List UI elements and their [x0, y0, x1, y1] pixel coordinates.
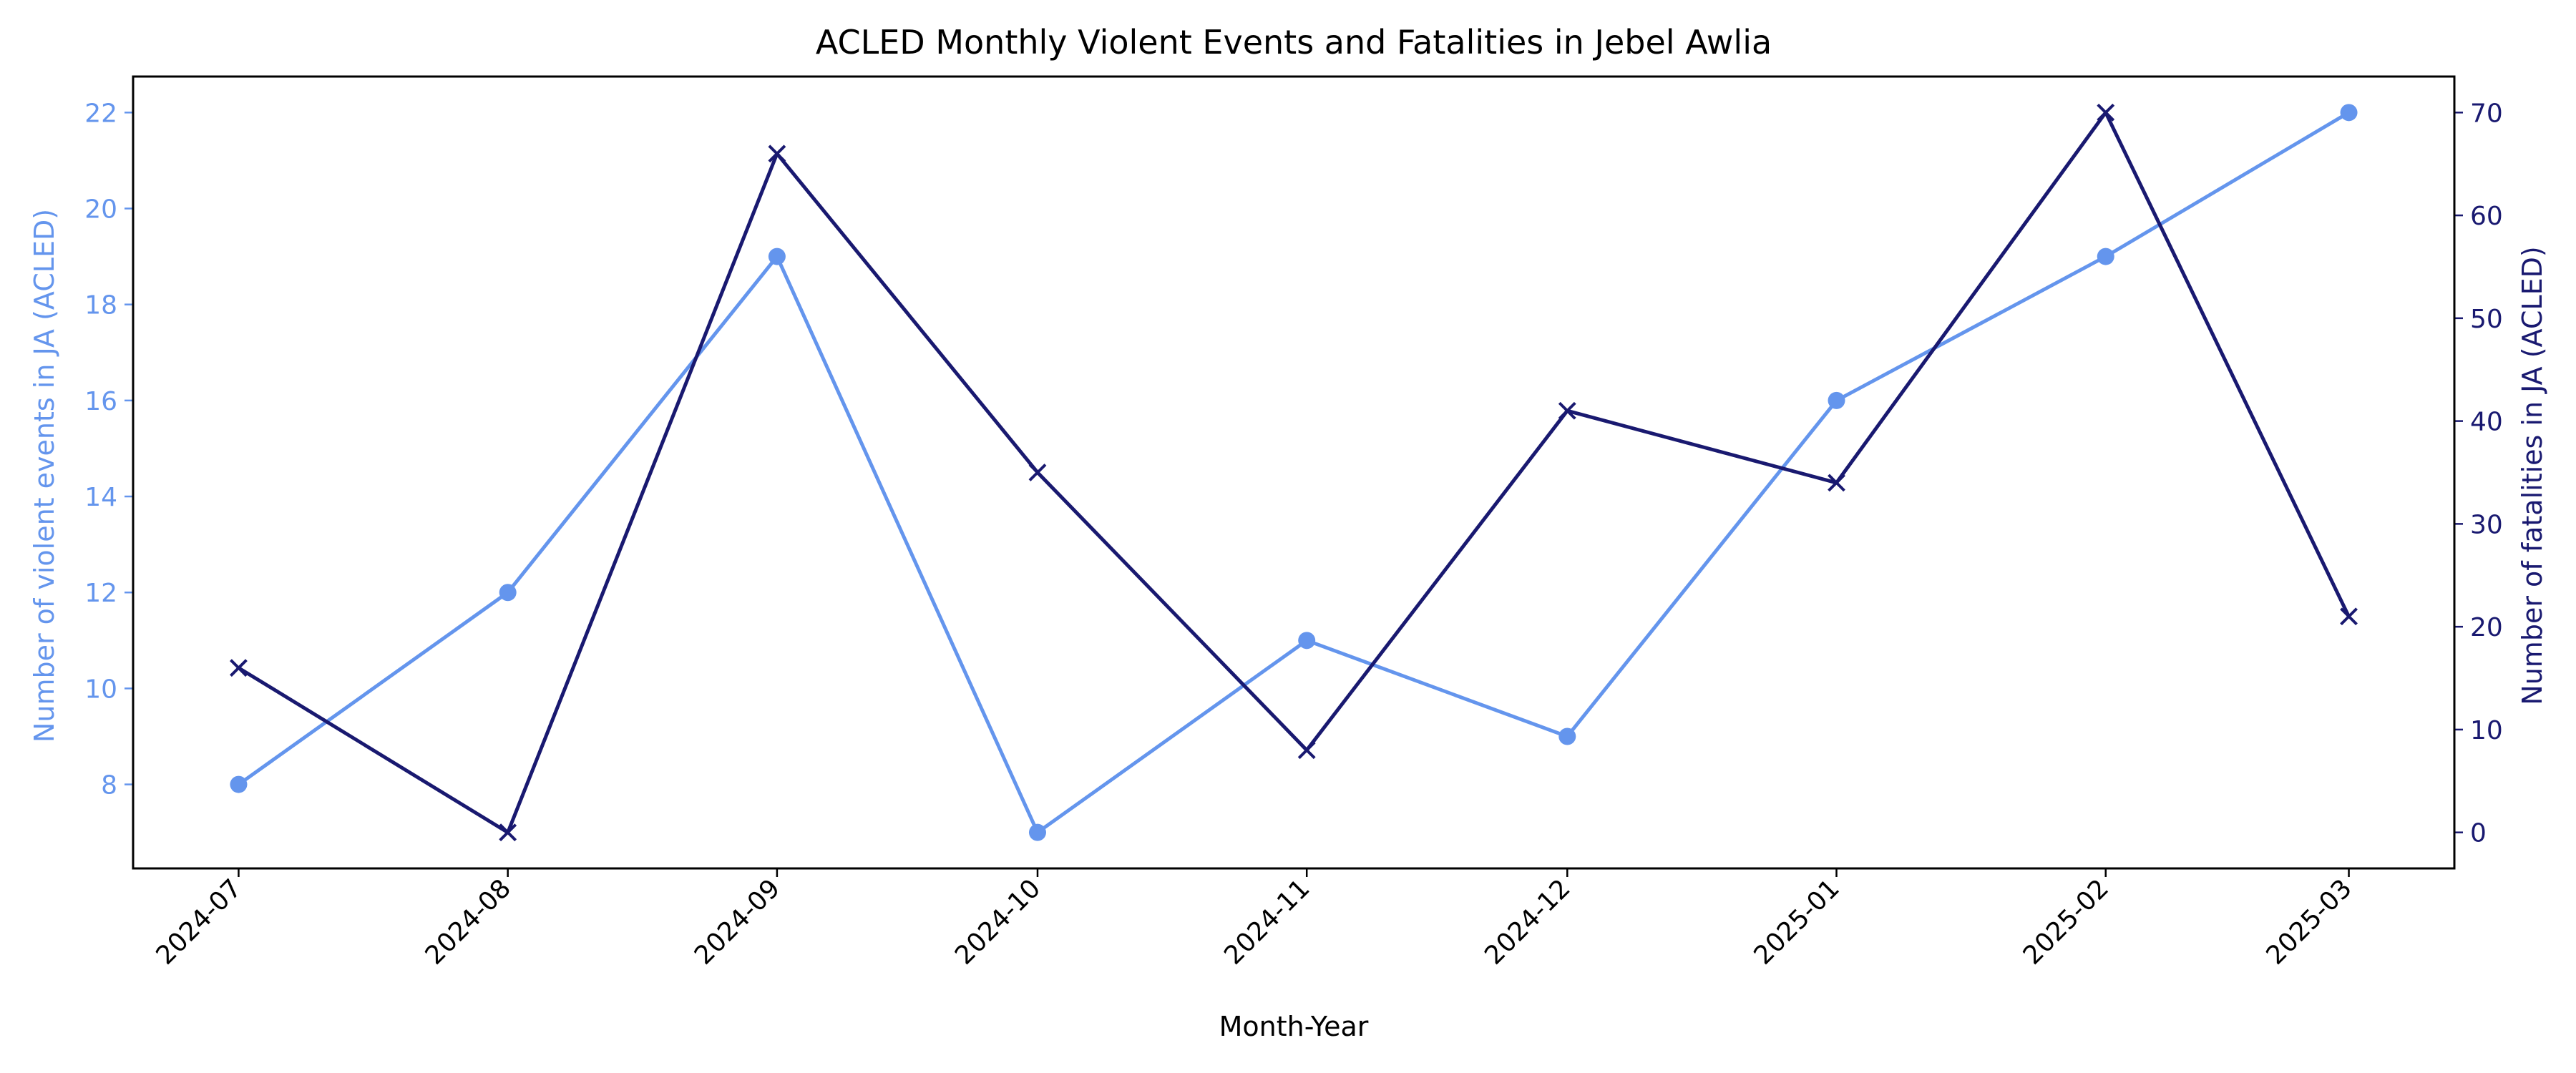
series-1-point: [499, 584, 517, 602]
series-2-point: [2097, 103, 2115, 122]
series-2-point: [2340, 607, 2358, 626]
y-left-tick-label: 20: [84, 195, 117, 225]
y-right-tick-label: 40: [2470, 408, 2503, 437]
y-left-tick-label: 10: [84, 675, 117, 704]
series-1-point: [2097, 248, 2114, 265]
y-axis-left-label: Number of violent events in JA (ACLED): [29, 209, 60, 743]
series-2-point: [499, 823, 517, 842]
y-right-tick-label: 60: [2470, 202, 2503, 231]
series-1-point: [768, 248, 786, 265]
x-axis-label: Month-Year: [1219, 1011, 1369, 1042]
y-right-tick-label: 30: [2470, 510, 2503, 539]
series-layer: [230, 103, 2358, 842]
y-left-tick-label: 8: [101, 771, 117, 800]
y-right-tick-label: 70: [2470, 99, 2503, 128]
y-left-tick-label: 18: [84, 291, 117, 320]
series-1-point: [1828, 391, 1845, 409]
plot-frame: [132, 75, 2456, 870]
y-left-tick-label: 22: [84, 99, 117, 128]
series-2-point: [1828, 474, 1845, 492]
series-1-point: [2340, 104, 2358, 122]
y-right-tick-label: 0: [2470, 819, 2487, 848]
series-2-point: [230, 659, 248, 677]
y-right-tick-label: 20: [2470, 613, 2503, 642]
series-1-point: [1298, 632, 1316, 650]
chart-title: ACLED Monthly Violent Events and Fatalit…: [816, 23, 1772, 62]
y-left-tick-label: 12: [84, 579, 117, 608]
y-right-tick-label: 10: [2470, 716, 2503, 745]
series-2-point: [768, 144, 786, 163]
series-2-point: [1028, 464, 1047, 481]
series-1-point: [1028, 823, 1046, 841]
y-axis-right-label: Number of fatalities in JA (ACLED): [2517, 246, 2548, 705]
series-1-point: [230, 775, 248, 793]
series-2-point: [1297, 741, 1316, 760]
y-right-tick-label: 50: [2470, 305, 2503, 334]
y-left-tick-label: 16: [84, 387, 117, 416]
series-2-point: [1558, 401, 1576, 420]
y-left-tick-label: 14: [84, 483, 117, 512]
series-1-point: [1558, 727, 1576, 745]
